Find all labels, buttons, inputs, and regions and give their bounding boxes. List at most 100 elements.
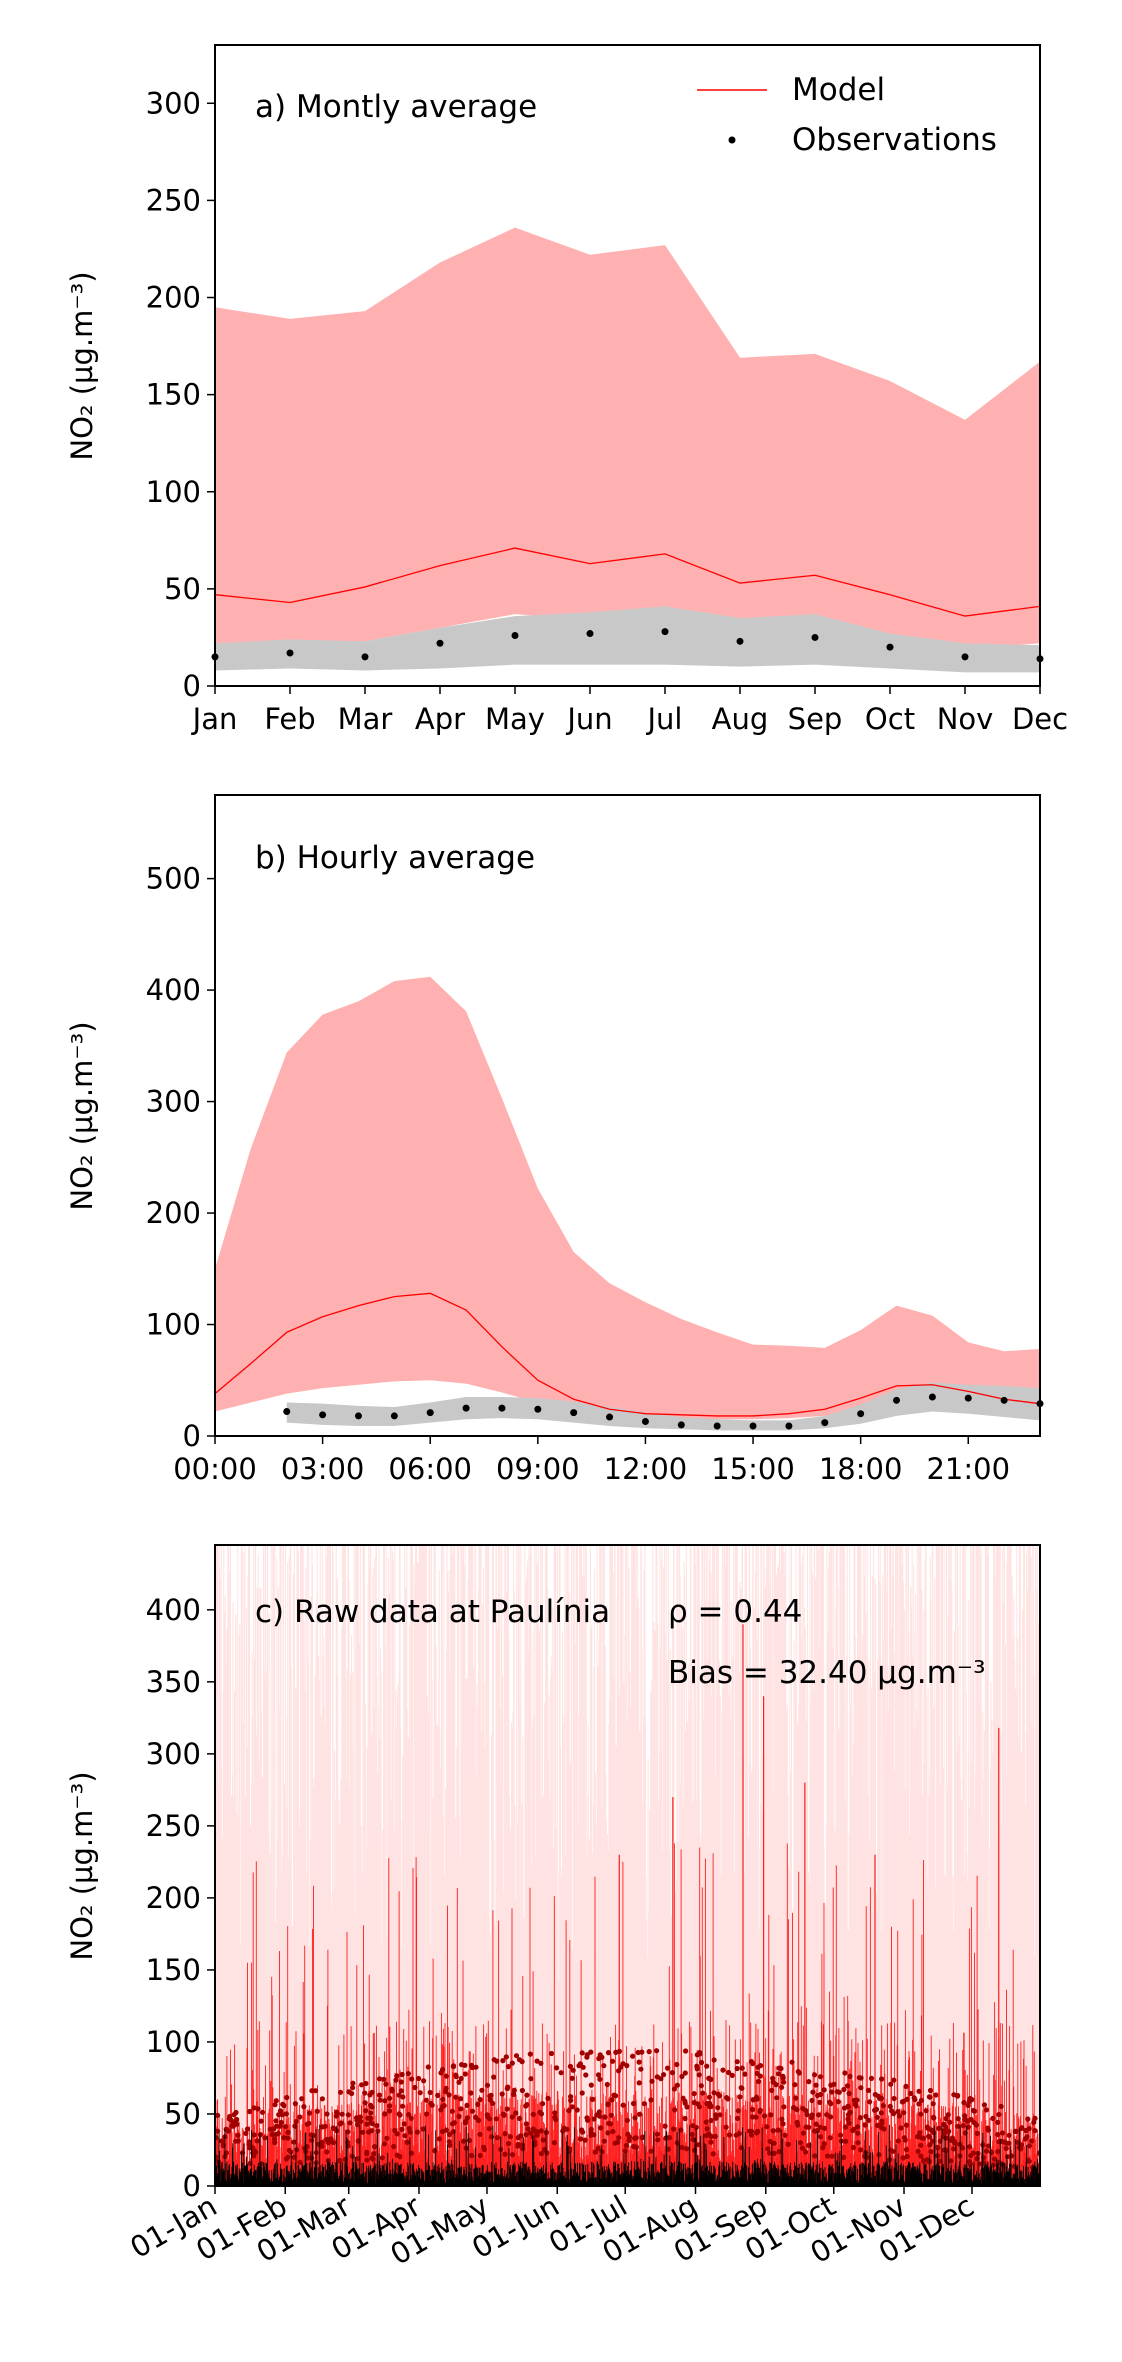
observation-marker: [376, 2092, 382, 2098]
observation-marker: [655, 2137, 661, 2143]
observation-marker: [364, 2157, 370, 2163]
observation-marker: [486, 2126, 492, 2132]
observation-marker: [424, 2111, 430, 2117]
observation-marker: [598, 2125, 604, 2131]
observation-marker: [970, 2107, 977, 2114]
observation-hourly-point: [928, 1393, 936, 1401]
observation-marker: [945, 2112, 951, 2118]
observation-marker: [516, 2115, 523, 2122]
observation-marker: [337, 2157, 343, 2164]
observation-marker: [951, 2138, 958, 2145]
observation-marker: [844, 2083, 851, 2089]
observation-marker: [792, 2082, 798, 2088]
monthly-y-tick-label: 100: [146, 475, 201, 509]
observation-marker: [371, 2151, 377, 2157]
observation-marker: [700, 2090, 706, 2096]
observation-marker: [793, 2095, 799, 2101]
observation-marker: [891, 2111, 897, 2117]
observation-marker: [708, 2139, 714, 2145]
observation-marker: [567, 2063, 574, 2069]
observation-marker: [244, 2126, 251, 2132]
observation-marker: [962, 2116, 968, 2123]
observation-marker: [723, 2124, 729, 2130]
observation-marker: [297, 2114, 303, 2120]
observation-marker: [974, 2156, 980, 2162]
observation-marker: [636, 2059, 642, 2065]
observation-marker: [458, 2106, 464, 2112]
observation-marker: [936, 2125, 942, 2131]
observation-hourly-point: [893, 1396, 901, 1404]
observation-marker: [690, 2136, 696, 2143]
observation-marker: [504, 2086, 510, 2092]
observation-marker: [350, 2085, 356, 2091]
observation-marker: [400, 2103, 406, 2109]
legend-model-label: Model: [792, 72, 885, 108]
raw-y-tick-label: 250: [146, 1809, 201, 1843]
observation-marker: [283, 2156, 289, 2162]
observation-marker: [230, 2123, 236, 2129]
observation-marker: [462, 2071, 468, 2077]
observation-marker: [319, 2096, 325, 2102]
observation-hourly-point: [713, 1422, 721, 1430]
observation-marker: [698, 2083, 704, 2089]
observation-marker: [538, 2111, 545, 2117]
observation-marker: [477, 2152, 483, 2159]
raw-y-tick-label: 350: [146, 1665, 201, 1699]
observation-marker: [477, 2097, 483, 2103]
observation-hourly-point: [964, 1394, 972, 1402]
observation-marker: [251, 2132, 257, 2138]
observation-marker: [891, 2095, 897, 2102]
observation-marker: [898, 2125, 904, 2131]
observation-marker: [808, 2114, 815, 2121]
hourly-y-axis-label: NO₂ (µg.m⁻³): [65, 1021, 99, 1210]
observation-marker: [697, 2104, 703, 2110]
observation-marker: [284, 2094, 290, 2101]
observation-marker: [446, 2131, 453, 2138]
observation-marker: [1004, 2154, 1011, 2160]
observation-marker: [800, 2130, 807, 2136]
observation-marker: [712, 2133, 719, 2139]
observation-marker: [842, 2124, 849, 2130]
monthly-legend: Model Observations: [697, 72, 997, 158]
observation-marker: [325, 2158, 331, 2164]
model-monthly-line: [214, 547, 1041, 617]
observation-marker: [561, 2125, 567, 2131]
observation-marker: [812, 2128, 818, 2134]
observation-marker: [409, 2076, 415, 2082]
observation-marker: [588, 2132, 594, 2138]
observation-marker: [998, 2103, 1004, 2109]
observation-marker: [527, 2051, 533, 2057]
observation-marker: [693, 2124, 699, 2130]
observation-marker: [818, 2074, 824, 2080]
observation-marker: [1006, 2140, 1012, 2146]
hourly-y-tick-label: 400: [146, 973, 201, 1007]
observation-marker: [735, 2108, 741, 2114]
observation-marker: [322, 2123, 328, 2129]
observation-marker: [502, 2151, 508, 2157]
observation-monthly-point: [586, 630, 594, 638]
observation-marker: [930, 2101, 936, 2107]
observation-marker: [1003, 2145, 1009, 2151]
observation-marker: [648, 2097, 654, 2103]
observation-marker: [649, 2078, 655, 2084]
observation-marker: [507, 2134, 513, 2140]
observation-marker: [500, 2111, 506, 2117]
monthly-axes: 0 50 100 150 200 250 300 Jan Feb Mar Apr May Jun Jul A…: [146, 86, 1068, 736]
observation-marker: [1023, 2127, 1029, 2134]
observation-marker: [552, 2110, 558, 2116]
observation-marker: [524, 2102, 530, 2108]
observation-marker: [804, 2112, 810, 2118]
observation-marker: [462, 2062, 468, 2068]
observation-marker: [742, 2071, 748, 2077]
observation-marker: [401, 2121, 407, 2127]
hourly-data-layer: [214, 976, 1044, 1431]
observation-marker: [789, 2059, 795, 2065]
observation-marker: [491, 2074, 497, 2080]
observation-marker: [513, 2053, 520, 2059]
observation-marker: [965, 2102, 971, 2109]
monthly-data-layer: [211, 227, 1044, 673]
observation-marker: [622, 2148, 628, 2154]
chart-hourly-average: 0 100 200 300 400 500 00:00 03:00 06:00 09:00 12:0…: [65, 794, 1044, 1486]
observation-marker: [737, 2094, 743, 2100]
